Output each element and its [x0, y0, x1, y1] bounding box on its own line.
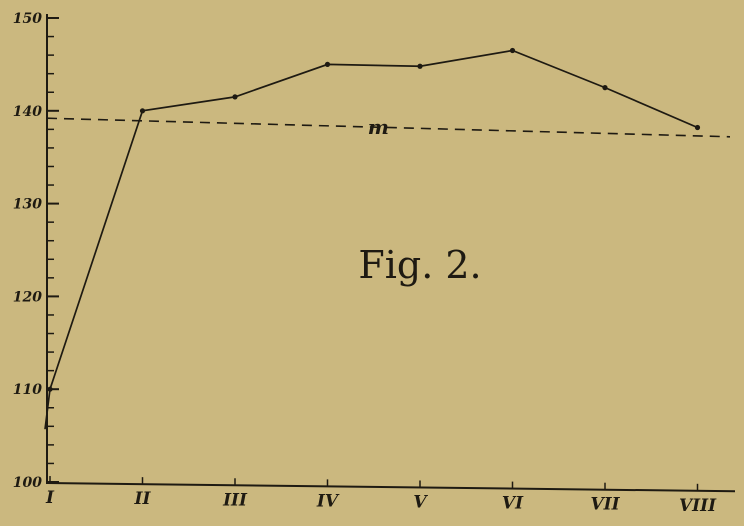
y-tick-label: 110 [13, 382, 42, 398]
series-line-extension [44, 389, 51, 430]
label-group: Fig. 2. [358, 243, 481, 287]
reference-line-group: m [46, 115, 731, 139]
x-tick-label: VII [590, 495, 620, 515]
data-point [417, 63, 423, 69]
figure-label: Fig. 2. [358, 243, 481, 287]
data-point [324, 61, 331, 67]
x-tick-label: V [413, 492, 428, 512]
y-tick-label: 140 [13, 104, 42, 120]
x-tick-label: I [45, 488, 55, 508]
x-tick-label: IV [316, 491, 340, 511]
x-tick-label: III [222, 490, 248, 510]
reference-line-label: m [368, 115, 389, 139]
y-tick-label: 150 [13, 11, 42, 27]
x-axis-line [46, 482, 736, 493]
data-point [694, 124, 701, 131]
series-group [44, 47, 701, 430]
data-point [232, 94, 238, 100]
x-tick-label: II [134, 489, 152, 509]
y-tick-label: 120 [13, 289, 42, 305]
data-point [602, 85, 608, 91]
series-line [49, 49, 698, 390]
y-tick-label: 130 [13, 197, 42, 213]
x-tick-label: VIII [679, 496, 717, 516]
data-point [139, 108, 146, 114]
data-point [509, 47, 516, 54]
reference-dashed-line [46, 117, 731, 138]
x-tick-label: VI [502, 494, 524, 514]
y-tick-label: 100 [13, 475, 42, 491]
